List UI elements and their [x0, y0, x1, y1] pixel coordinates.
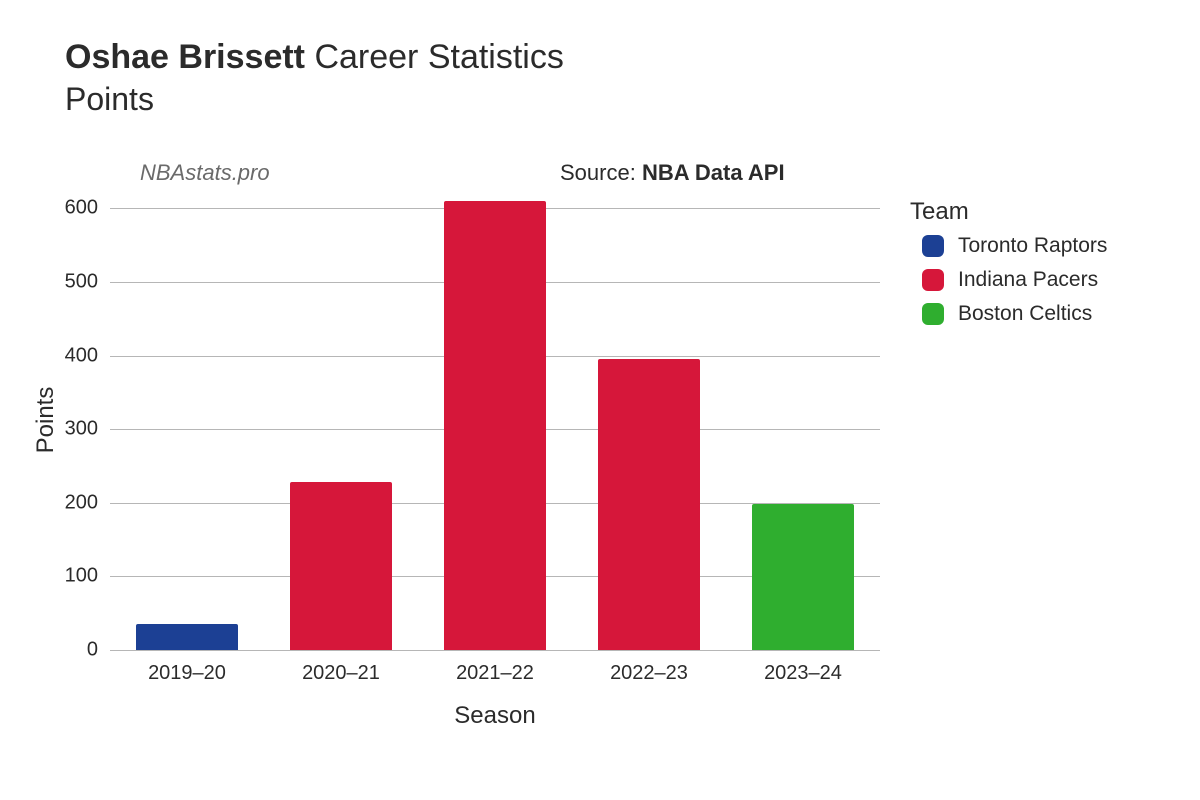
legend-swatch — [922, 269, 944, 291]
x-tick-label: 2020–21 — [302, 662, 380, 685]
y-tick-label: 0 — [87, 639, 98, 662]
chart-container: Oshae Brissett Career Statistics Points … — [0, 0, 1200, 800]
source-prefix: Source: — [560, 160, 642, 185]
legend-item: Boston Celtics — [922, 302, 1107, 326]
title-suffix: Career Statistics — [305, 38, 564, 76]
legend-item: Toronto Raptors — [922, 234, 1107, 258]
bar — [444, 201, 546, 650]
legend-swatch — [922, 303, 944, 325]
bar — [290, 482, 392, 650]
legend-swatch — [922, 235, 944, 257]
x-tick-label: 2021–22 — [456, 662, 534, 685]
chart-title: Oshae Brissett Career Statistics — [65, 38, 564, 77]
y-tick-label: 600 — [65, 197, 98, 220]
legend-label: Boston Celtics — [958, 302, 1092, 326]
title-block: Oshae Brissett Career Statistics Points — [65, 38, 564, 118]
bar — [598, 359, 700, 650]
plot-area: Season 01002003004005006002019–202020–21… — [110, 190, 880, 650]
bar — [752, 504, 854, 650]
x-axis-title: Season — [454, 702, 535, 730]
gridline — [110, 650, 880, 651]
y-tick-label: 400 — [65, 344, 98, 367]
y-axis-title: Points — [32, 387, 60, 454]
chart-subtitle: Points — [65, 81, 564, 118]
y-tick-label: 500 — [65, 271, 98, 294]
legend-item: Indiana Pacers — [922, 268, 1107, 292]
player-name: Oshae Brissett — [65, 38, 305, 76]
y-tick-label: 200 — [65, 491, 98, 514]
legend-label: Toronto Raptors — [958, 234, 1107, 258]
y-tick-label: 100 — [65, 565, 98, 588]
source-label: Source: NBA Data API — [560, 160, 785, 186]
watermark: NBAstats.pro — [140, 160, 270, 186]
x-tick-label: 2019–20 — [148, 662, 226, 685]
legend-title: Team — [910, 198, 1107, 226]
legend: Team Toronto Raptors Indiana Pacers Boston… — [910, 198, 1107, 336]
legend-label: Indiana Pacers — [958, 268, 1098, 292]
source-name: NBA Data API — [642, 160, 785, 185]
x-tick-label: 2023–24 — [764, 662, 842, 685]
x-tick-label: 2022–23 — [610, 662, 688, 685]
bar — [136, 624, 238, 650]
y-tick-label: 300 — [65, 418, 98, 441]
